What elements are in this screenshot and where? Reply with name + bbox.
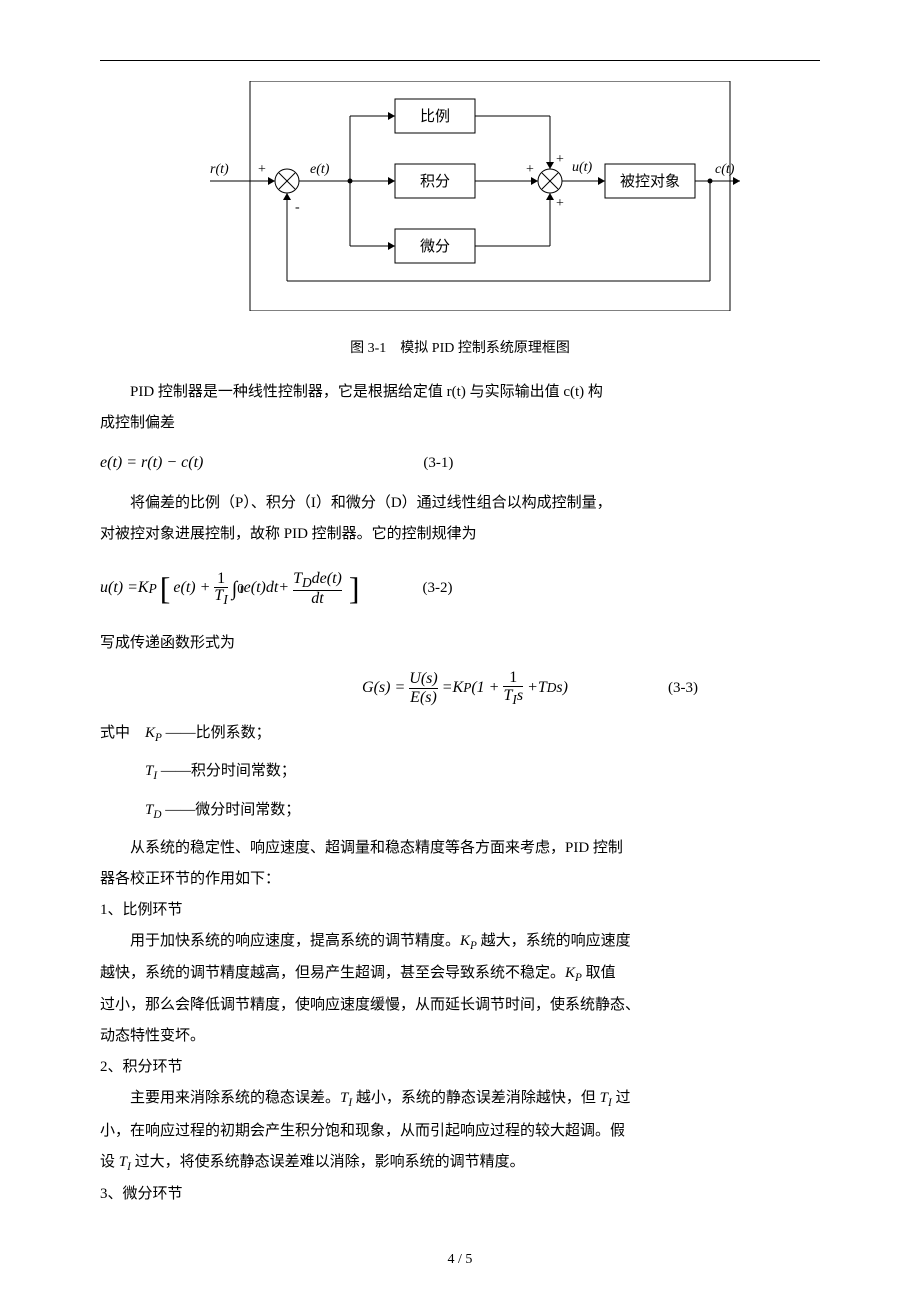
eq-num-3-1: (3-1): [423, 450, 453, 477]
equation-3-1: e(t) = r(t) − c(t) (3-1): [100, 449, 820, 478]
p1-line3: 过小，那么会降低调节精度，使响应速度缓慢，从而延长调节时间，使系统静态、: [100, 992, 820, 1019]
para-2b: 对被控对象进展控制，故称 PID 控制器。它的控制规律为: [100, 521, 820, 548]
header-rule: [100, 60, 820, 61]
intro-para-1b: 成控制偏差: [100, 410, 820, 437]
p1-line1: 用于加快系统的响应速度，提高系统的调节精度。KP 越大，系统的响应速度: [100, 928, 820, 956]
para-4a: 从系统的稳定性、响应速度、超调量和稳态精度等各方面来考虑，PID 控制: [100, 835, 820, 862]
diagram-caption: 图 3-1 模拟 PID 控制系统原理框图: [100, 336, 820, 361]
signal-r: r(t): [210, 162, 229, 177]
p1-line4: 动态特性变坏。: [100, 1023, 820, 1050]
box-p-label: 比例: [420, 108, 450, 125]
p1-line2: 越快，系统的调节精度越高，但易产生超调，甚至会导致系统不稳定。KP 取值: [100, 960, 820, 988]
signal-u: u(t): [572, 160, 593, 175]
minus-1: -: [295, 200, 300, 215]
box-d-label: 微分: [420, 238, 450, 255]
def-kp: 式中 KP ——比例系数；: [100, 720, 820, 748]
para-2a: 将偏差的比例（P）、积分（I）和微分（D）通过线性组合以构成控制量，: [100, 490, 820, 517]
signal-e: e(t): [310, 162, 330, 177]
heading-1: 1、比例环节: [100, 897, 820, 924]
plus-1: +: [258, 162, 266, 177]
heading-3: 3、微分环节: [100, 1181, 820, 1208]
plus-bot: +: [556, 196, 564, 211]
para-4b: 器各校正环节的作用如下：: [100, 866, 820, 893]
box-i-label: 积分: [420, 173, 450, 190]
def-ti: TI ——积分时间常数；: [100, 758, 820, 786]
eq-num-3-2: (3-2): [423, 575, 453, 602]
para-3: 写成传递函数形式为: [100, 630, 820, 657]
p2-line1: 主要用来消除系统的稳态误差。TI 越小，系统的静态误差消除越快，但 TI 过: [100, 1085, 820, 1113]
heading-2: 2、积分环节: [100, 1054, 820, 1081]
p2-line2: 小，在响应过程的初期会产生积分饱和现象，从而引起响应过程的较大超调。假: [100, 1118, 820, 1145]
intro-para-1: PID 控制器是一种线性控制器，它是根据给定值 r(t) 与实际输出值 c(t)…: [100, 379, 820, 406]
pid-diagram: r(t) + - e(t) 比例 积分 微分 + + +: [100, 81, 820, 321]
box-plant-label: 被控对象: [620, 173, 680, 190]
signal-c: c(t): [715, 162, 735, 177]
eq-num-3-3: (3-3): [668, 675, 698, 702]
plus-top: +: [556, 152, 564, 167]
def-td: TD ——微分时间常数；: [100, 797, 820, 825]
p2-line3: 设 TI 过大，将使系统静态误差难以消除，影响系统的调节精度。: [100, 1149, 820, 1177]
equation-3-2: u(t) = KP [ e(t) + 1 TI ∫0t e(t)dt + TDd…: [100, 560, 820, 618]
plus-mid: +: [526, 162, 534, 177]
page-footer: 4 / 5: [0, 1247, 920, 1272]
equation-3-3: G(s) = U(s) E(s) = KP(1 + 1 TIs + TDs) (…: [100, 669, 820, 708]
